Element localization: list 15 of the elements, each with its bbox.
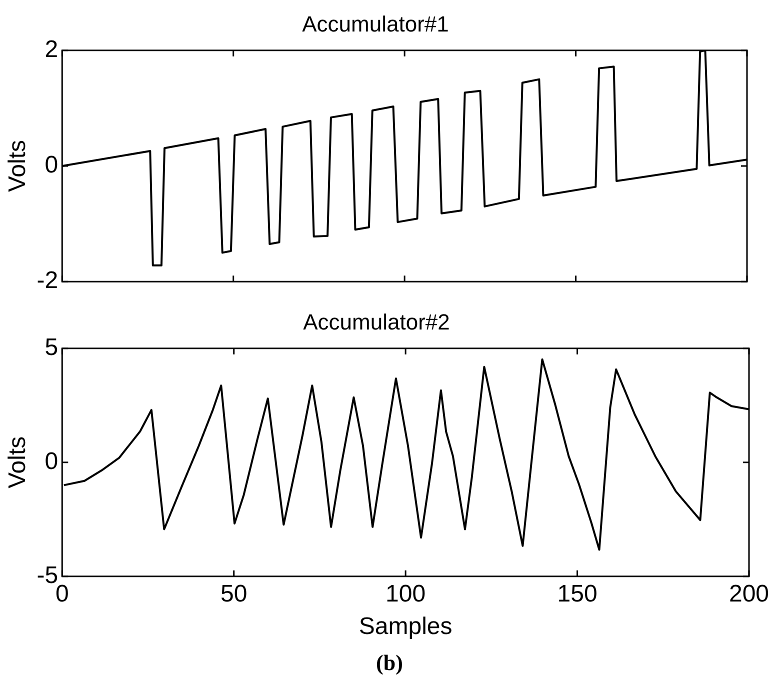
x-tick-label: 150 xyxy=(557,580,598,608)
x-tick-label: 100 xyxy=(386,580,426,608)
text: (b) xyxy=(375,650,404,676)
x-tick-label: 50 xyxy=(220,580,248,608)
y-tick-label: 0 xyxy=(44,152,58,179)
x-tick-label: 200 xyxy=(728,580,770,608)
y-axis-title: Volts xyxy=(4,436,32,488)
y-axis-title: Volts xyxy=(4,140,32,192)
y-tick-label: -2 xyxy=(36,267,58,294)
chart-title: Accumulator#2 xyxy=(303,309,450,334)
chart-title: Accumulator#1 xyxy=(302,11,449,36)
y-tick-label: 0 xyxy=(44,448,58,476)
y-tick-label: 2 xyxy=(44,36,58,64)
x-axis-title: Samples xyxy=(358,613,452,640)
y-tick-label: 5 xyxy=(44,334,58,362)
